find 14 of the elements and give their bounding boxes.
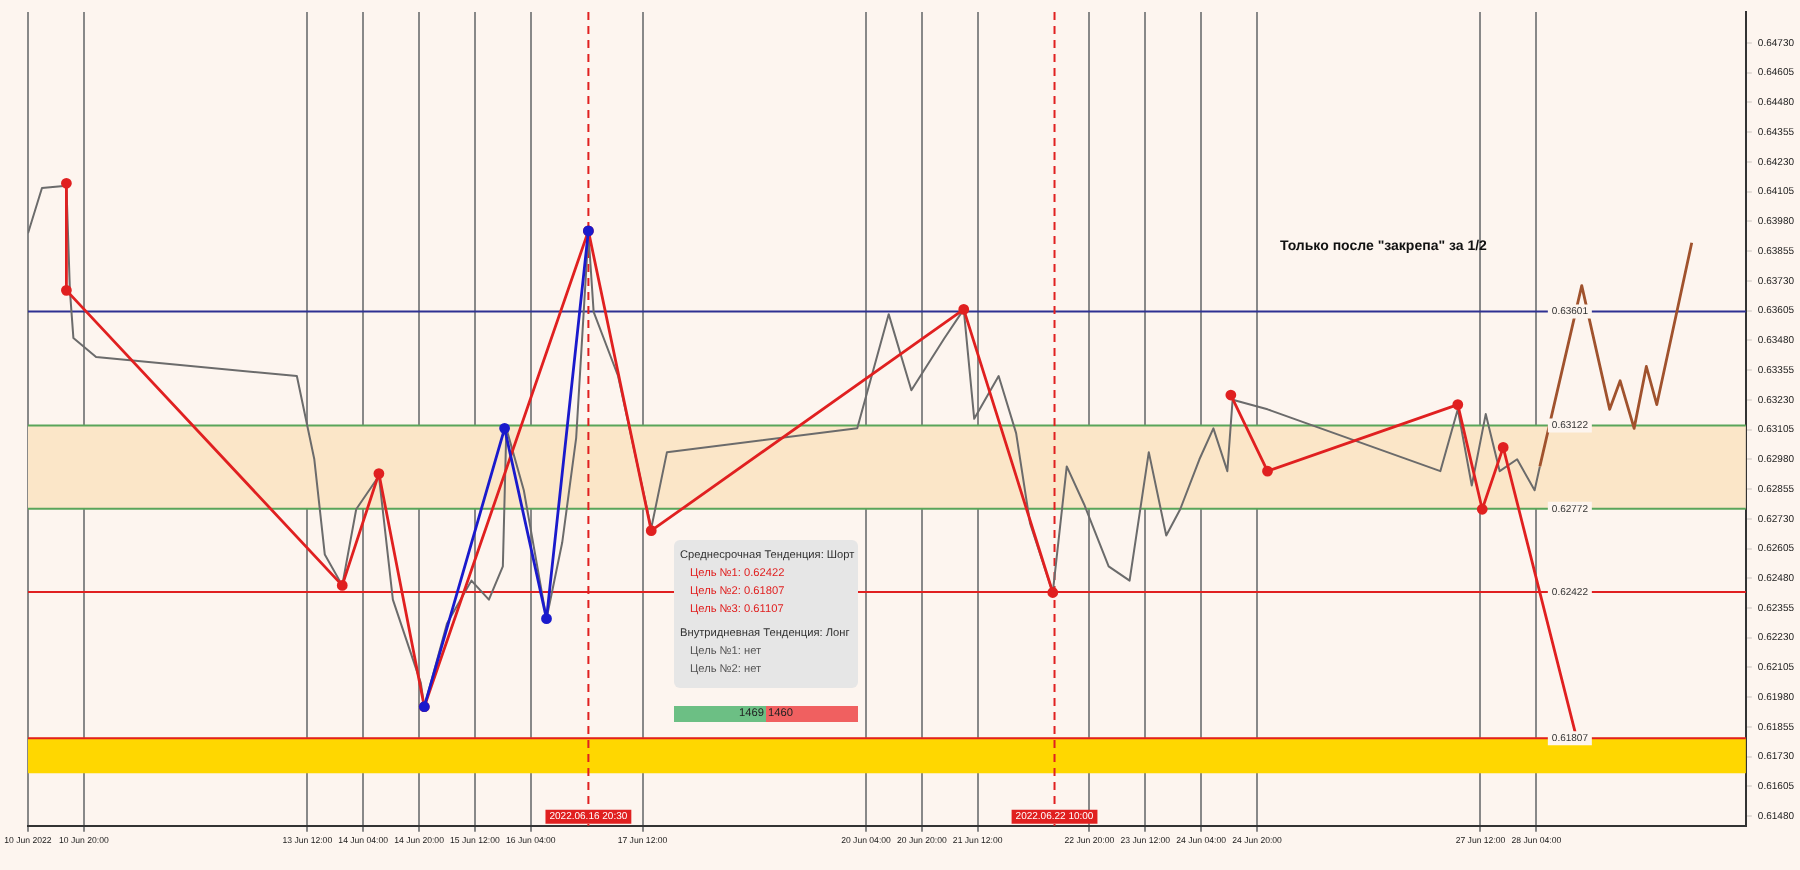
point <box>541 613 552 625</box>
point <box>373 468 385 479</box>
point <box>61 177 72 189</box>
point <box>336 579 348 591</box>
point <box>1225 389 1237 401</box>
point <box>61 284 72 296</box>
point <box>645 525 657 537</box>
point <box>958 304 970 315</box>
point <box>1476 503 1488 515</box>
point <box>1497 441 1509 453</box>
point <box>1452 399 1464 410</box>
point <box>499 422 510 434</box>
point <box>1047 587 1059 598</box>
point <box>1262 465 1273 477</box>
